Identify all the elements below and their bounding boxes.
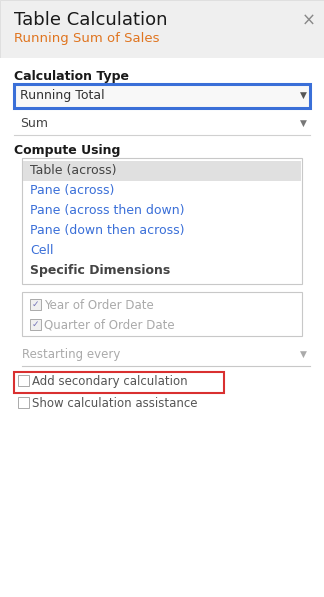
Text: ▼: ▼ <box>300 119 307 128</box>
Text: Year of Order Date: Year of Order Date <box>44 299 154 312</box>
Text: Add secondary calculation: Add secondary calculation <box>32 375 188 388</box>
Text: Running Total: Running Total <box>20 89 105 102</box>
Text: Running Sum of Sales: Running Sum of Sales <box>14 32 159 45</box>
Text: ✓: ✓ <box>32 320 39 329</box>
Bar <box>30 299 41 310</box>
Bar <box>18 397 29 408</box>
FancyBboxPatch shape <box>14 372 224 393</box>
Bar <box>18 375 29 386</box>
Text: ✓: ✓ <box>32 300 39 309</box>
Text: Pane (across): Pane (across) <box>30 184 114 197</box>
Text: Specific Dimensions: Specific Dimensions <box>30 264 170 277</box>
Text: ▼: ▼ <box>300 350 307 359</box>
Text: ▼: ▼ <box>300 91 307 100</box>
Text: Cell: Cell <box>30 244 53 257</box>
Text: Pane (down then across): Pane (down then across) <box>30 224 184 237</box>
Text: Sum: Sum <box>20 117 48 130</box>
Text: Show calculation assistance: Show calculation assistance <box>32 397 198 410</box>
Text: Table Calculation: Table Calculation <box>14 11 168 29</box>
FancyBboxPatch shape <box>22 292 302 336</box>
Text: Compute Using: Compute Using <box>14 144 121 157</box>
Text: Pane (across then down): Pane (across then down) <box>30 204 184 217</box>
Text: Restarting every: Restarting every <box>22 348 121 361</box>
FancyBboxPatch shape <box>22 158 302 284</box>
Text: Quarter of Order Date: Quarter of Order Date <box>44 319 175 332</box>
Bar <box>23 161 301 181</box>
Bar <box>0 0 324 58</box>
Text: ×: × <box>302 12 316 30</box>
FancyBboxPatch shape <box>14 84 310 108</box>
Text: Table (across): Table (across) <box>30 164 117 177</box>
Text: Calculation Type: Calculation Type <box>14 70 129 83</box>
Bar <box>30 319 41 330</box>
